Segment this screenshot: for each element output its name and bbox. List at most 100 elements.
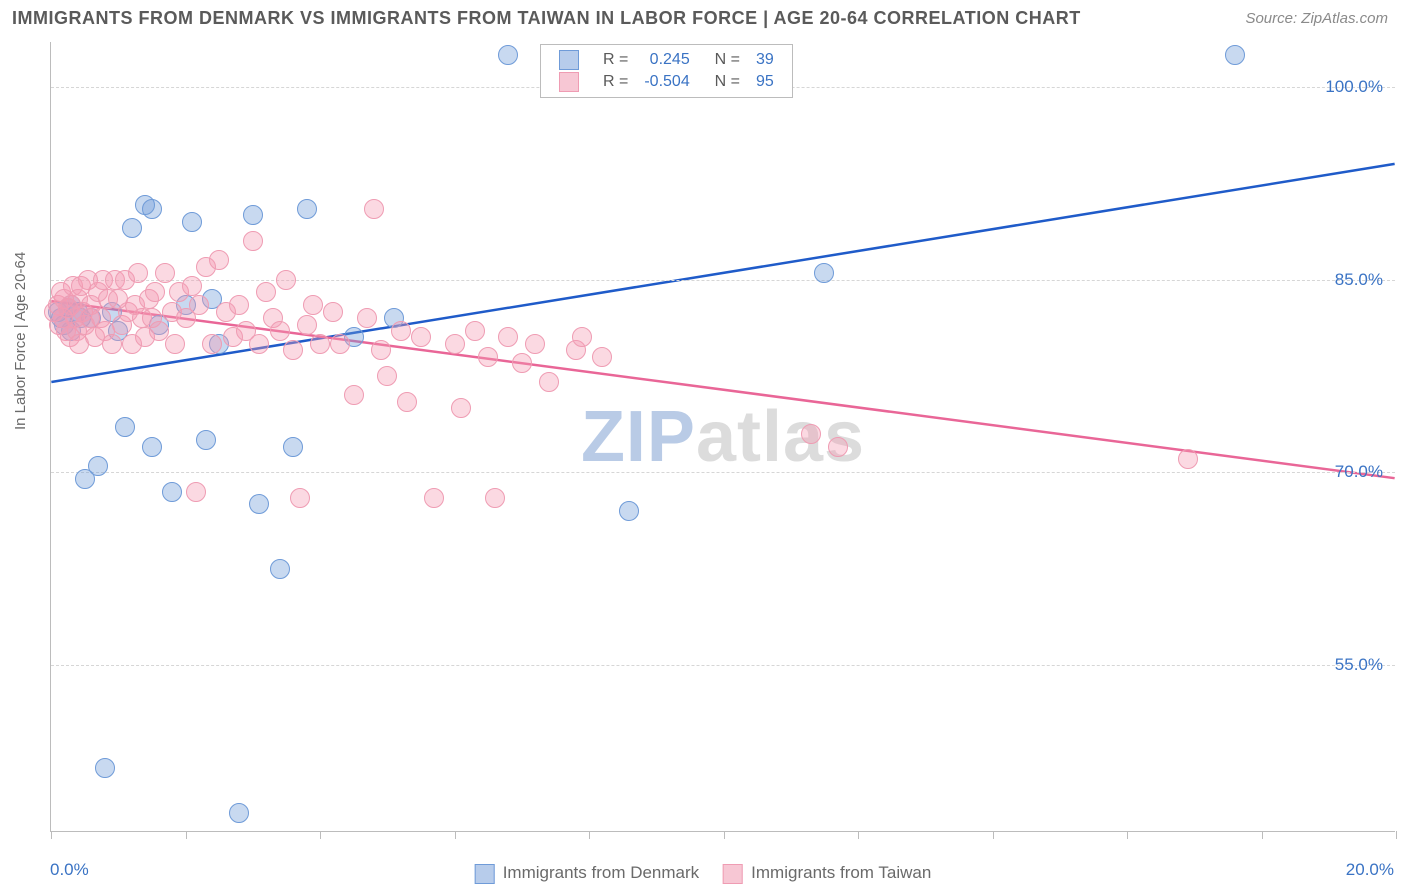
scatter-point: [102, 334, 122, 354]
corr-row-taiwan: R = -0.504 N = 95: [551, 71, 782, 93]
scatter-point: [391, 321, 411, 341]
scatter-point: [186, 482, 206, 502]
scatter-point: [202, 334, 222, 354]
scatter-point: [182, 212, 202, 232]
gridline-h: [51, 280, 1395, 281]
x-tick: [589, 831, 590, 839]
x-tick-label-max: 20.0%: [1346, 860, 1394, 880]
scatter-point: [357, 308, 377, 328]
swatch-small-taiwan: [559, 72, 579, 92]
scatter-point: [323, 302, 343, 322]
bottom-legend: Immigrants from Denmark Immigrants from …: [475, 863, 932, 884]
scatter-point: [525, 334, 545, 354]
scatter-point: [243, 205, 263, 225]
scatter-point: [229, 295, 249, 315]
scatter-point: [592, 347, 612, 367]
scatter-point: [142, 199, 162, 219]
scatter-point: [445, 334, 465, 354]
x-tick: [51, 831, 52, 839]
scatter-point: [424, 488, 444, 508]
trend-lines-layer: [51, 42, 1395, 831]
scatter-point: [149, 321, 169, 341]
y-axis-label: In Labor Force | Age 20-64: [12, 252, 29, 430]
scatter-point: [165, 334, 185, 354]
swatch-taiwan: [723, 864, 743, 884]
scatter-point: [249, 334, 269, 354]
legend-item-denmark: Immigrants from Denmark: [475, 863, 699, 884]
corr-row-denmark: R = 0.245 N = 39: [551, 49, 782, 71]
scatter-point: [189, 295, 209, 315]
x-tick: [1396, 831, 1397, 839]
scatter-point: [411, 327, 431, 347]
scatter-point: [478, 347, 498, 367]
scatter-point: [371, 340, 391, 360]
scatter-point: [619, 501, 639, 521]
n-label: N =: [698, 49, 748, 71]
swatch-small-denmark: [559, 50, 579, 70]
gridline-h: [51, 472, 1395, 473]
scatter-point: [397, 392, 417, 412]
scatter-point: [162, 482, 182, 502]
scatter-point: [297, 315, 317, 335]
scatter-point: [303, 295, 323, 315]
scatter-point: [283, 437, 303, 457]
y-tick-label: 85.0%: [1335, 270, 1383, 290]
scatter-point: [196, 430, 216, 450]
scatter-point: [377, 366, 397, 386]
watermark-zip: ZIP: [581, 397, 696, 477]
x-tick: [724, 831, 725, 839]
y-tick-label: 100.0%: [1325, 77, 1383, 97]
scatter-point: [155, 263, 175, 283]
legend-item-taiwan: Immigrants from Taiwan: [723, 863, 931, 884]
x-tick: [320, 831, 321, 839]
scatter-point: [330, 334, 350, 354]
scatter-point: [229, 803, 249, 823]
x-tick: [1127, 831, 1128, 839]
scatter-point: [498, 45, 518, 65]
scatter-point: [364, 199, 384, 219]
source-attribution: Source: ZipAtlas.com: [1245, 10, 1388, 27]
scatter-point: [814, 263, 834, 283]
scatter-point: [297, 199, 317, 219]
scatter-point: [1225, 45, 1245, 65]
scatter-point: [572, 327, 592, 347]
scatter-point: [512, 353, 532, 373]
scatter-point: [270, 559, 290, 579]
scatter-point: [270, 321, 290, 341]
scatter-point: [290, 488, 310, 508]
r-label: R =: [595, 49, 636, 71]
scatter-point: [145, 282, 165, 302]
legend-label-denmark: Immigrants from Denmark: [503, 863, 699, 882]
y-tick-label: 70.0%: [1335, 462, 1383, 482]
x-tick: [858, 831, 859, 839]
scatter-point: [249, 494, 269, 514]
scatter-point: [128, 263, 148, 283]
x-tick: [1262, 831, 1263, 839]
scatter-point: [539, 372, 559, 392]
scatter-point: [283, 340, 303, 360]
scatter-point: [344, 385, 364, 405]
plot-area: ZIPatlas 100.0% 85.0% 70.0% 55.0%: [50, 42, 1395, 832]
swatch-denmark: [475, 864, 495, 884]
n-label: N =: [698, 71, 748, 93]
x-tick: [993, 831, 994, 839]
scatter-point: [801, 424, 821, 444]
scatter-point: [88, 456, 108, 476]
r-value-taiwan: -0.504: [636, 71, 697, 93]
scatter-point: [1178, 449, 1198, 469]
scatter-point: [256, 282, 276, 302]
r-label: R =: [595, 71, 636, 93]
y-tick-label: 55.0%: [1335, 655, 1383, 675]
scatter-point: [209, 250, 229, 270]
scatter-point: [95, 758, 115, 778]
gridline-h: [51, 665, 1395, 666]
chart-title: IMMIGRANTS FROM DENMARK VS IMMIGRANTS FR…: [12, 8, 1081, 29]
x-tick-label-min: 0.0%: [50, 860, 89, 880]
correlation-legend: R = 0.245 N = 39 R = -0.504 N = 95: [540, 44, 793, 98]
scatter-point: [498, 327, 518, 347]
watermark: ZIPatlas: [581, 396, 865, 478]
scatter-point: [828, 437, 848, 457]
scatter-point: [243, 231, 263, 251]
scatter-point: [465, 321, 485, 341]
scatter-point: [485, 488, 505, 508]
